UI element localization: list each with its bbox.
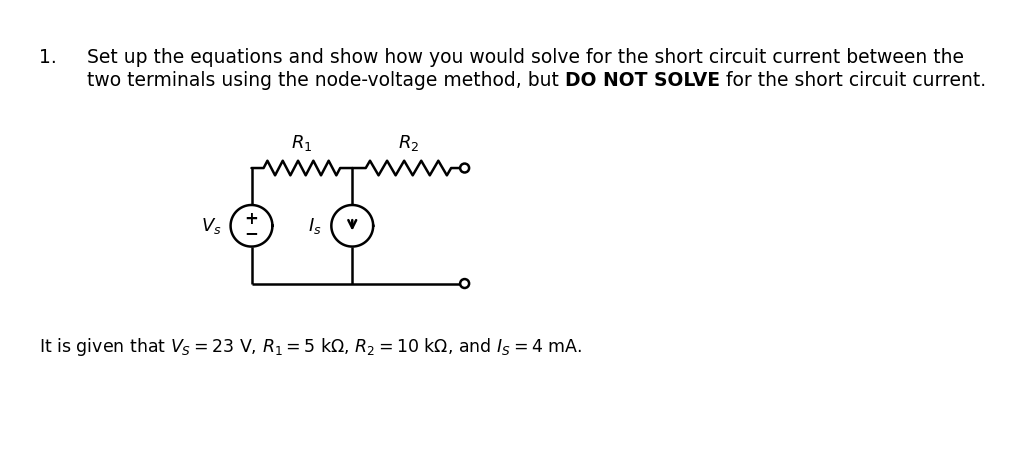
Text: DO NOT SOLVE: DO NOT SOLVE [565,71,718,90]
Circle shape [460,279,469,288]
Text: two terminals using the node-voltage method, but: two terminals using the node-voltage met… [87,71,565,90]
Circle shape [460,164,469,172]
Text: $R_1$: $R_1$ [290,133,312,153]
Text: −: − [245,224,258,242]
Text: $I_s$: $I_s$ [308,216,322,236]
Text: 1.: 1. [39,48,56,67]
Text: $V_s$: $V_s$ [201,216,221,236]
Text: +: + [245,210,258,228]
Text: $R_2$: $R_2$ [397,133,419,153]
Text: It is given that $V_S = 23$ V, $R_1 = 5$ k$\Omega$, $R_2 = 10$ k$\Omega$, and $I: It is given that $V_S = 23$ V, $R_1 = 5$… [39,336,582,358]
Text: for the short circuit current.: for the short circuit current. [718,71,984,90]
Text: Set up the equations and show how you would solve for the short circuit current : Set up the equations and show how you wo… [87,48,963,67]
